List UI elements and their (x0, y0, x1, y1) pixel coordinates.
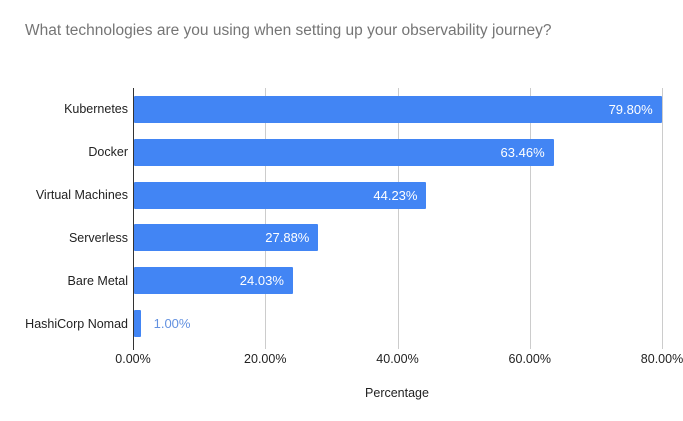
x-tick-label: 40.00% (376, 352, 419, 366)
gridline (397, 88, 399, 349)
bar-row: 1.00% (133, 302, 678, 345)
chart-title: What technologies are you using when set… (25, 22, 552, 39)
category-label: Docker (88, 145, 128, 160)
x-tick-label: 60.00% (508, 352, 551, 366)
x-axis-title: Percentage (365, 386, 429, 400)
bar-bare-metal: 24.03% (134, 267, 293, 295)
category-label: Bare Metal (67, 273, 128, 288)
category-label: Kubernetes (64, 102, 128, 117)
bar-row: 27.88% (133, 217, 678, 260)
category-label: HashiCorp Nomad (25, 316, 128, 331)
category-label: Serverless (68, 230, 128, 245)
bar-kubernetes: 79.80% (134, 95, 662, 123)
plot-area: 79.80% 63.46% 44.23% 27.88% 24.03% 1.00% (133, 88, 678, 350)
y-axis-line (133, 88, 134, 350)
bar-value-label: 79.80% (608, 101, 653, 117)
gridline (662, 88, 663, 349)
bar-value-label: 1.00% (153, 316, 191, 332)
bar-virtual-machines: 44.23% (134, 181, 427, 209)
bar-value-label: 27.88% (265, 230, 310, 246)
category-label: Virtual Machines (35, 188, 128, 203)
bar-row: 79.80% (133, 88, 678, 131)
bar-row: 44.23% (133, 174, 678, 217)
x-tick-label: 20.00% (244, 352, 287, 366)
bar-value-label: 63.46% (500, 144, 545, 160)
bar-serverless: 27.88% (134, 224, 319, 252)
bar-row: 63.46% (133, 131, 678, 174)
bar-value-label: 44.23% (373, 187, 418, 203)
x-tick-label: 0.00% (115, 352, 151, 366)
bar-value-label: 24.03% (239, 273, 284, 289)
x-tick-label: 80.00% (640, 352, 683, 366)
bar-docker: 63.46% (134, 138, 554, 166)
gridline (265, 88, 267, 349)
gridline (529, 88, 531, 349)
bar-row: 24.03% (133, 259, 678, 302)
bar-hashicorp-nomad (134, 310, 141, 338)
